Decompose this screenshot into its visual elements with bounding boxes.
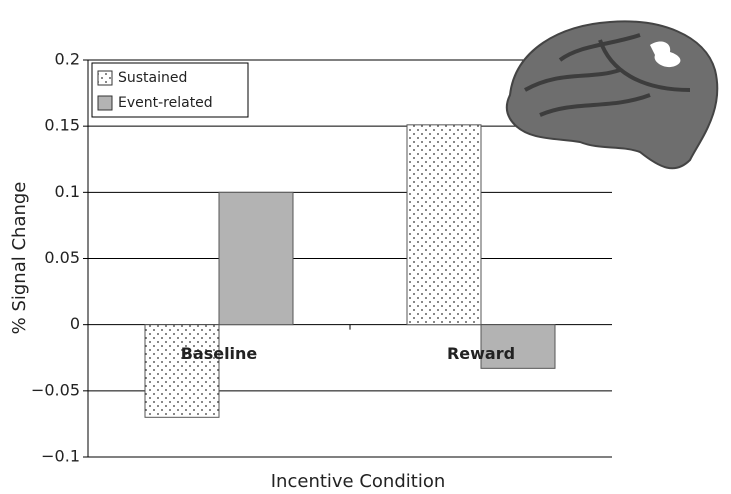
y-tick-label: 0.15 xyxy=(44,116,80,135)
y-tick-label: 0 xyxy=(70,314,80,333)
x-tick-label: Baseline xyxy=(181,344,258,363)
y-tick-label: 0.2 xyxy=(55,50,80,69)
legend-swatch xyxy=(97,95,113,111)
bar xyxy=(218,191,294,326)
brain-image xyxy=(505,20,719,170)
bar xyxy=(144,324,220,418)
legend-swatch xyxy=(97,70,113,86)
y-tick-label: −0.1 xyxy=(41,447,80,466)
plot-area: −0.1 −0.05 0 0.05 0.1 0.15 0.2 Baseline Reward Su… xyxy=(31,50,612,466)
y-axis-label: % Signal Change xyxy=(9,182,30,335)
bar xyxy=(406,124,482,326)
legend-box xyxy=(91,62,249,118)
y-tick-label: 0.05 xyxy=(44,248,80,267)
x-tick-label: Reward xyxy=(447,344,515,363)
y-tick-label: −0.05 xyxy=(31,380,80,399)
bar xyxy=(480,324,556,369)
legend: Sustained Event-related xyxy=(91,62,249,118)
legend-label: Sustained xyxy=(118,70,187,86)
legend-label: Event-related xyxy=(118,95,213,111)
y-tick-label: 0.1 xyxy=(55,182,80,201)
x-axis-label: Incentive Condition xyxy=(271,471,446,492)
